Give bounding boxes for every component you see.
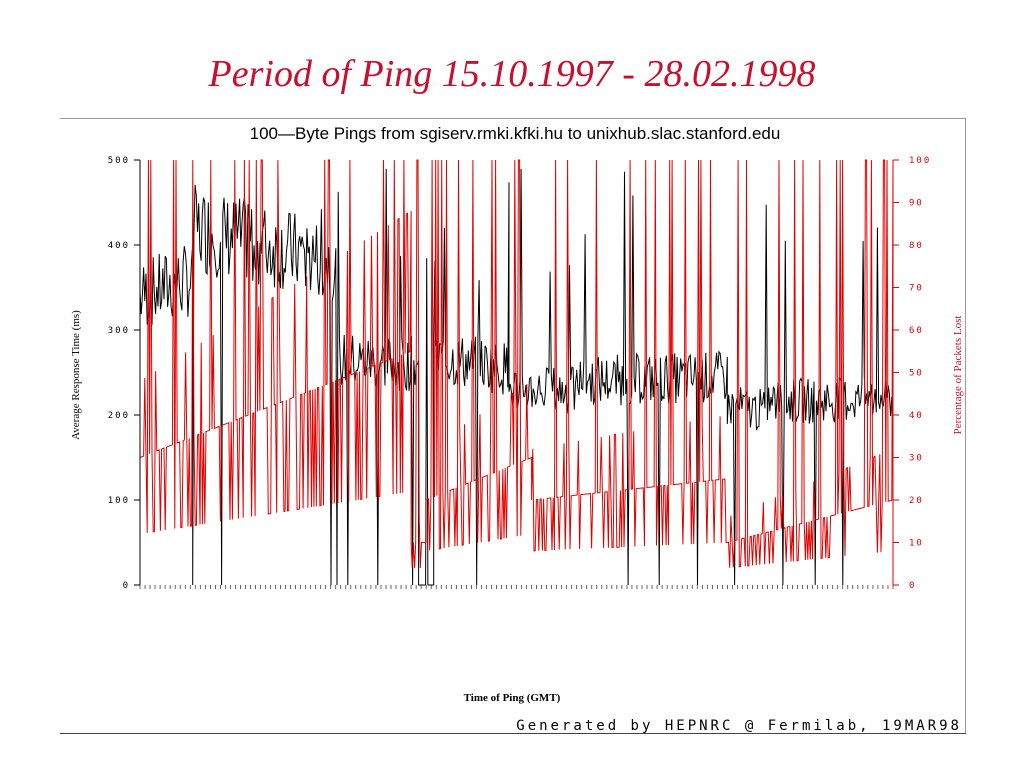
series-line bbox=[139, 159, 894, 569]
frame-bottom-border bbox=[60, 733, 966, 734]
y-tick-label-left: 100 bbox=[108, 496, 130, 506]
y-tick-label-left: 400 bbox=[108, 241, 130, 251]
y-tick-label-left: 500 bbox=[108, 156, 130, 166]
y-tick-label-left: 300 bbox=[108, 326, 130, 336]
y-tick-label-right: 50 bbox=[909, 369, 924, 379]
y-tick-label-right: 60 bbox=[909, 326, 924, 336]
y-tick-label-right: 100 bbox=[909, 156, 931, 166]
series-line bbox=[139, 168, 894, 586]
y-tick-label-left: 200 bbox=[108, 411, 130, 421]
y-tick-label-right: 40 bbox=[909, 411, 924, 421]
y-tick-label-right: 20 bbox=[909, 496, 924, 506]
slide-title: Period of Ping 15.10.1997 - 28.02.1998 bbox=[208, 53, 816, 95]
frame-right-border bbox=[965, 118, 966, 734]
chart-title: 100—Byte Pings from sgiserv.rmki.kfki.hu… bbox=[249, 124, 781, 143]
y-tick-label-right: 30 bbox=[909, 454, 924, 464]
y-tick-label-right: 10 bbox=[909, 539, 924, 549]
y-tick-label-right: 80 bbox=[909, 241, 924, 251]
y-tick-label-left: 0 bbox=[123, 581, 130, 591]
x-axis-label: Time of Ping (GMT) bbox=[463, 692, 561, 704]
frame-top-border bbox=[60, 118, 966, 119]
y-tick-label-right: 70 bbox=[909, 284, 924, 294]
generated-by-footer: Generated by HEPNRC @ Fermilab, 19MAR98 bbox=[516, 718, 962, 734]
y-tick-label-right: 90 bbox=[909, 199, 924, 209]
y-tick-label-right: 0 bbox=[909, 581, 916, 591]
